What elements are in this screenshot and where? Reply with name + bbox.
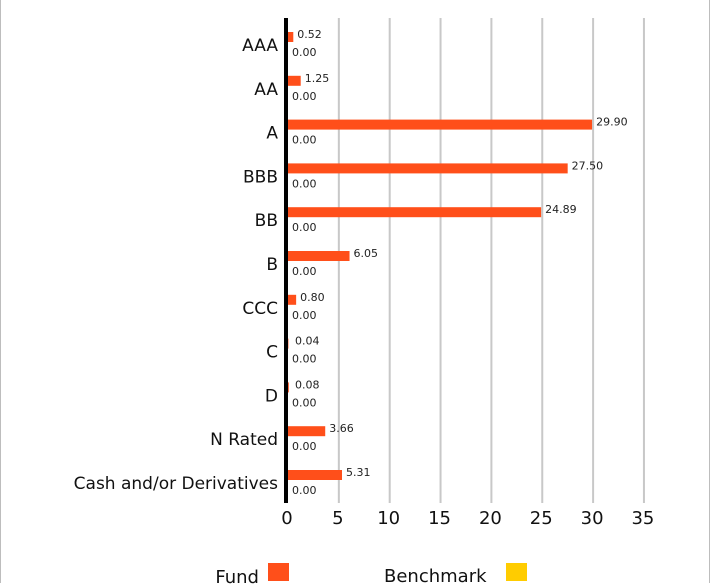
fund-bar-ccc	[288, 294, 297, 305]
x-tick-label-35: 35	[631, 508, 654, 529]
benchmark-value-label-bb: 0.00	[292, 221, 317, 234]
x-tick-label-30: 30	[581, 508, 604, 529]
fund-bar-aaa	[288, 32, 294, 42]
category-label-n-rated: N Rated	[210, 430, 278, 450]
fund-value-label-d: 0.08	[295, 378, 320, 391]
fund-value-label-aa: 1.25	[305, 72, 330, 85]
fund-bar-cash-and-or-derivatives	[288, 470, 343, 480]
fund-value-label-n-rated: 3.66	[329, 422, 354, 435]
category-label-d: D	[265, 386, 278, 406]
category-label-ccc: CCC	[242, 299, 278, 319]
category-label-a: A	[266, 124, 278, 144]
fund-value-label-c: 0.04	[295, 335, 320, 348]
x-tick-label-25: 25	[530, 508, 553, 529]
x-tick-label-10: 10	[377, 508, 400, 529]
fund-value-label-bb: 24.89	[545, 203, 577, 216]
benchmark-value-label-d: 0.00	[292, 396, 317, 409]
category-label-aaa: AAA	[242, 36, 278, 56]
x-tick-label-20: 20	[479, 508, 502, 529]
x-tick-label-15: 15	[428, 508, 451, 529]
bars	[288, 32, 593, 480]
category-label-b: B	[266, 255, 278, 275]
legend: Fund Benchmark	[215, 563, 527, 585]
category-label-bb: BB	[255, 211, 278, 231]
category-label-aa: AA	[254, 80, 278, 100]
fund-bar-aa	[288, 75, 301, 86]
fund-bar-b	[288, 251, 350, 261]
benchmark-value-label-n-rated: 0.00	[292, 440, 317, 453]
fund-value-label-cash-and-or-derivatives: 5.31	[346, 466, 371, 479]
fund-value-label-ccc: 0.80	[300, 291, 325, 304]
benchmark-value-label-aa: 0.00	[292, 90, 317, 103]
fund-value-label-aaa: 0.52	[297, 28, 322, 41]
legend-label-fund: Fund	[215, 567, 259, 585]
fund-bar-bb	[288, 207, 542, 218]
fund-value-label-a: 29.90	[596, 116, 628, 129]
benchmark-value-label-c: 0.00	[292, 353, 317, 366]
legend-swatch-fund	[268, 563, 289, 581]
gridlines	[337, 18, 645, 503]
legend-label-benchmark: Benchmark	[384, 566, 487, 585]
category-label-c: C	[266, 343, 278, 363]
legend-swatch-benchmark	[506, 563, 527, 581]
fund-value-label-bbb: 27.50	[572, 159, 604, 172]
benchmark-value-label-aaa: 0.00	[292, 46, 317, 59]
fund-bar-a	[288, 119, 593, 130]
value-labels: 0.52 0.00 1.25 0.00 29.90 0.00 27.50 0.00 24.89 0…	[292, 28, 628, 497]
benchmark-value-label-bbb: 0.00	[292, 177, 317, 190]
benchmark-value-label-cash-and-or-derivatives: 0.00	[292, 484, 317, 497]
x-tick-labels: 0 5 10 15 20 25 30 35	[281, 508, 654, 529]
benchmark-value-label-ccc: 0.00	[292, 309, 317, 322]
benchmark-value-label-b: 0.00	[292, 265, 317, 278]
category-label-cash-and-or-derivatives: Cash and/or Derivatives	[74, 474, 278, 494]
x-tick-label-5: 5	[332, 508, 343, 529]
fund-value-label-b: 6.05	[354, 247, 379, 260]
x-tick-label-0: 0	[281, 508, 292, 529]
category-label-bbb: BBB	[243, 167, 278, 187]
fund-bar-d	[288, 382, 289, 393]
fund-bar-n-rated	[288, 426, 326, 437]
fund-bar-bbb	[288, 163, 568, 174]
benchmark-value-label-a: 0.00	[292, 134, 317, 147]
